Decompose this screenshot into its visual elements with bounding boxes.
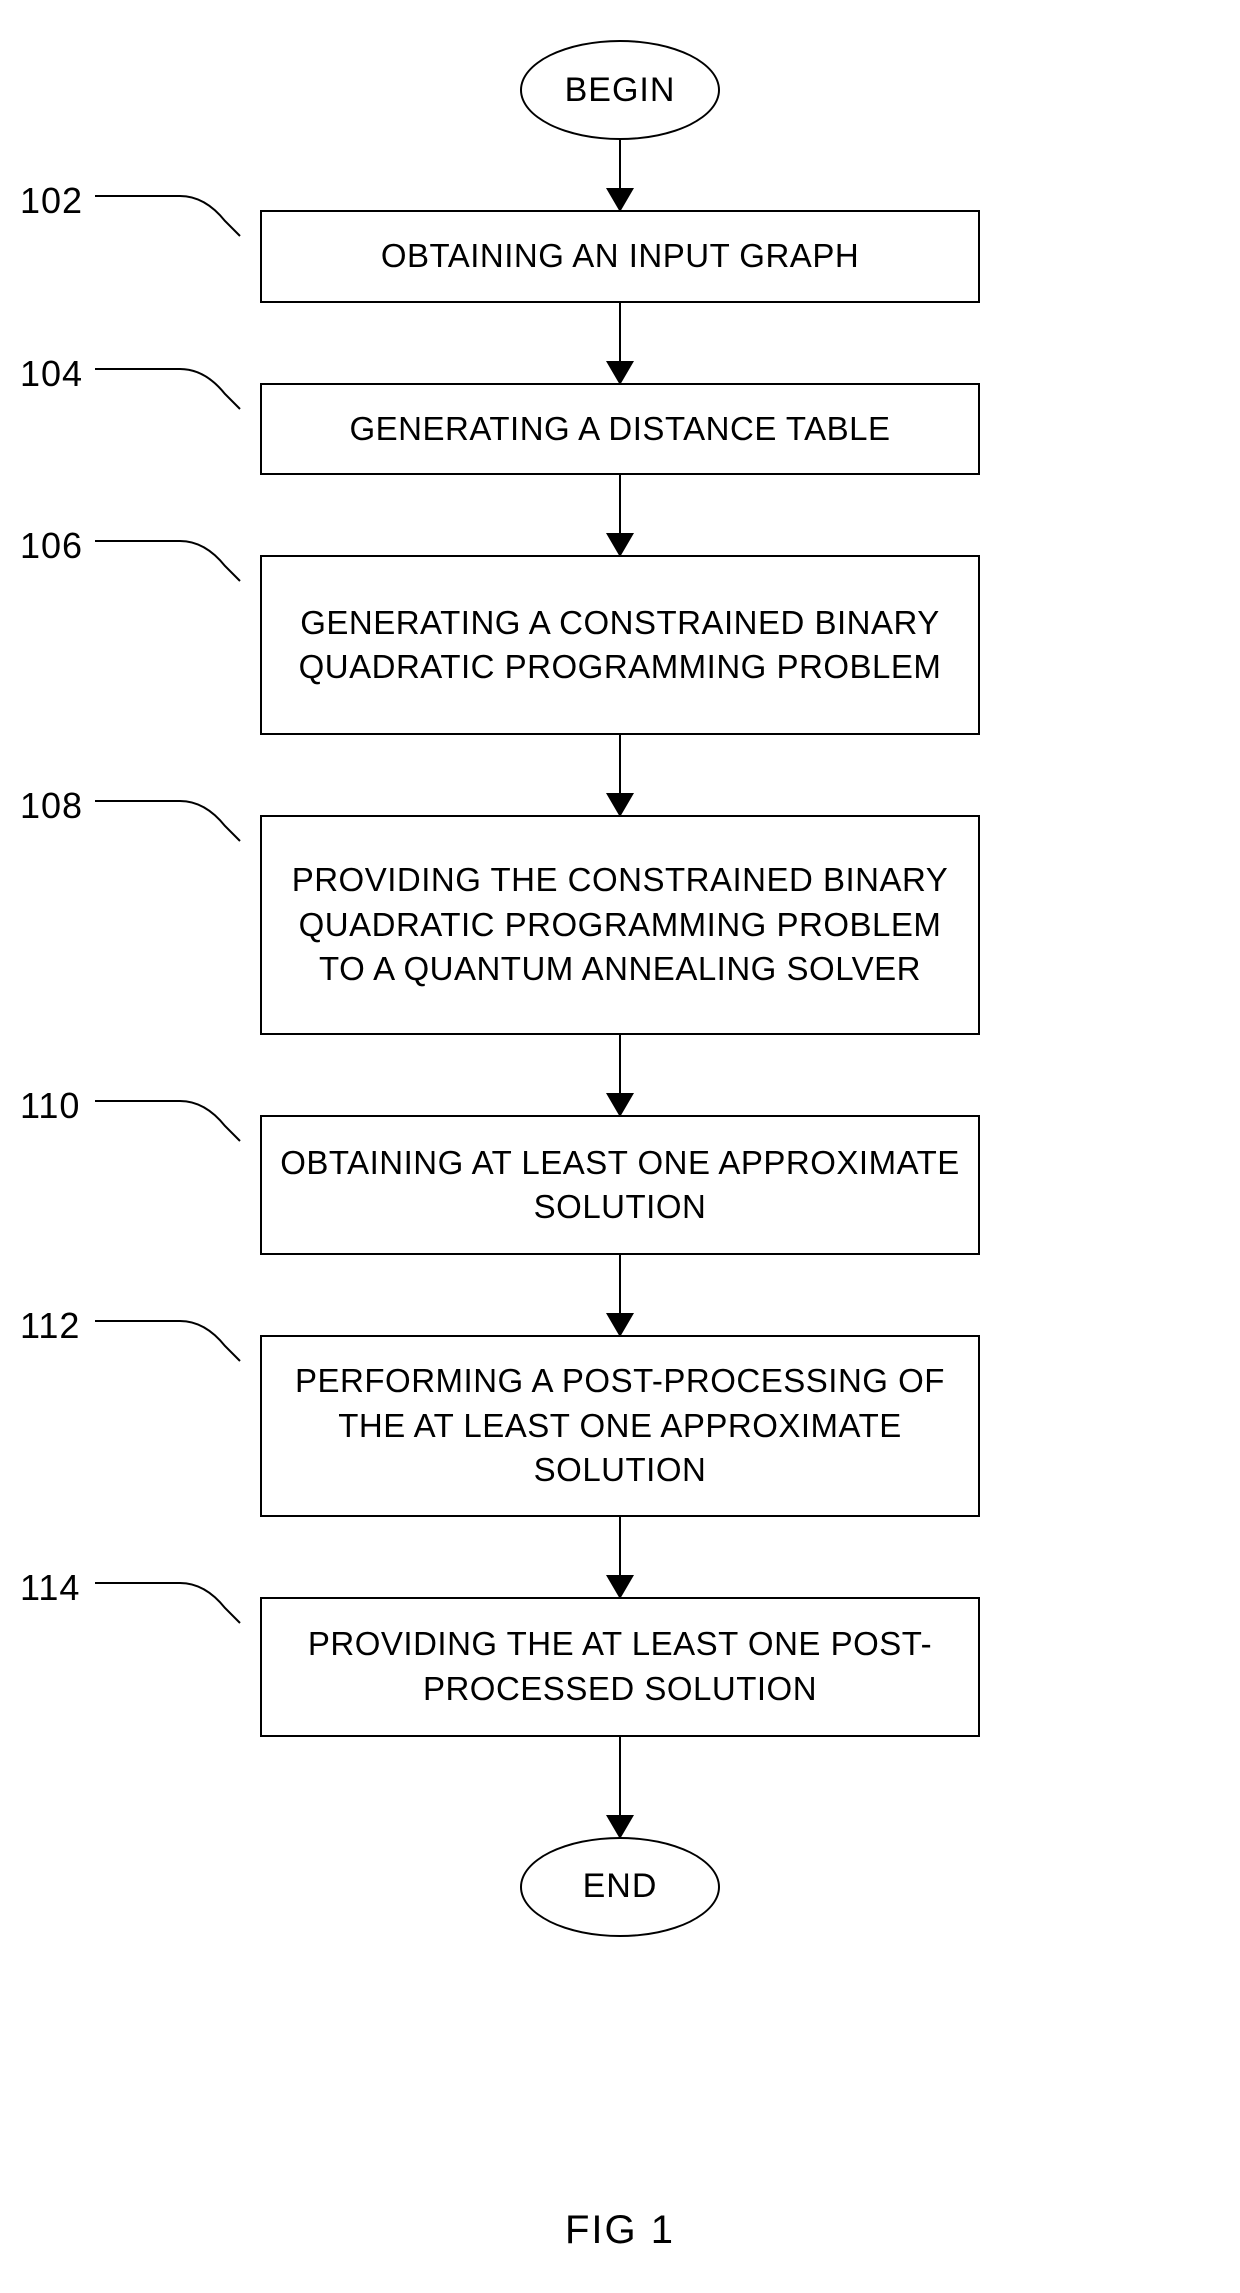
terminal-begin-label: BEGIN <box>565 71 676 110</box>
flow-step: 104GENERATING A DISTANCE TABLE <box>260 383 980 476</box>
process-text: GENERATING A DISTANCE TABLE <box>349 407 890 452</box>
step-ref: 110 <box>20 1085 80 1127</box>
step-ref: 102 <box>20 180 83 222</box>
step-ref: 106 <box>20 525 83 567</box>
flow-step: 110OBTAINING AT LEAST ONE APPROXIMATE SO… <box>260 1115 980 1255</box>
figure-label: FIG 1 <box>565 2208 675 2253</box>
process-box: GENERATING A DISTANCE TABLE <box>260 383 980 476</box>
step-ref: 112 <box>20 1305 80 1347</box>
flow-step: 108PROVIDING THE CONSTRAINED BINARY QUAD… <box>260 815 980 1035</box>
process-text: OBTAINING AT LEAST ONE APPROXIMATE SOLUT… <box>280 1141 960 1230</box>
process-box: PROVIDING THE CONSTRAINED BINARY QUADRAT… <box>260 815 980 1035</box>
process-box: PROVIDING THE AT LEAST ONE POST-PROCESSE… <box>260 1597 980 1737</box>
process-text: PROVIDING THE AT LEAST ONE POST-PROCESSE… <box>280 1622 960 1711</box>
step-ref: 104 <box>20 353 83 395</box>
terminal-end: END <box>520 1837 720 1937</box>
connector-arrow <box>619 1517 621 1597</box>
process-box: OBTAINING AT LEAST ONE APPROXIMATE SOLUT… <box>260 1115 980 1255</box>
connector-arrow <box>619 140 621 210</box>
process-text: OBTAINING AN INPUT GRAPH <box>381 234 859 279</box>
flow-step: 106GENERATING A CONSTRAINED BINARY QUADR… <box>260 555 980 735</box>
terminal-begin: BEGIN <box>520 40 720 140</box>
connector-arrow <box>619 1737 621 1837</box>
process-text: GENERATING A CONSTRAINED BINARY QUADRATI… <box>280 601 960 690</box>
connector-arrow <box>619 735 621 815</box>
flow-step: 112PERFORMING A POST-PROCESSING OF THE A… <box>260 1335 980 1517</box>
flowchart: BEGIN 102OBTAINING AN INPUT GRAPH 104GENE… <box>130 40 1110 1937</box>
step-ref: 108 <box>20 785 83 827</box>
step-ref: 114 <box>20 1567 80 1609</box>
connector-arrow <box>619 475 621 555</box>
process-text: PROVIDING THE CONSTRAINED BINARY QUADRAT… <box>280 858 960 992</box>
flow-step: 114PROVIDING THE AT LEAST ONE POST-PROCE… <box>260 1597 980 1737</box>
process-box: GENERATING A CONSTRAINED BINARY QUADRATI… <box>260 555 980 735</box>
terminal-end-label: END <box>583 1867 658 1906</box>
connector-arrow <box>619 303 621 383</box>
process-box: OBTAINING AN INPUT GRAPH <box>260 210 980 303</box>
process-box: PERFORMING A POST-PROCESSING OF THE AT L… <box>260 1335 980 1517</box>
connector-arrow <box>619 1255 621 1335</box>
process-text: PERFORMING A POST-PROCESSING OF THE AT L… <box>280 1359 960 1493</box>
connector-arrow <box>619 1035 621 1115</box>
flow-step: 102OBTAINING AN INPUT GRAPH <box>260 210 980 303</box>
